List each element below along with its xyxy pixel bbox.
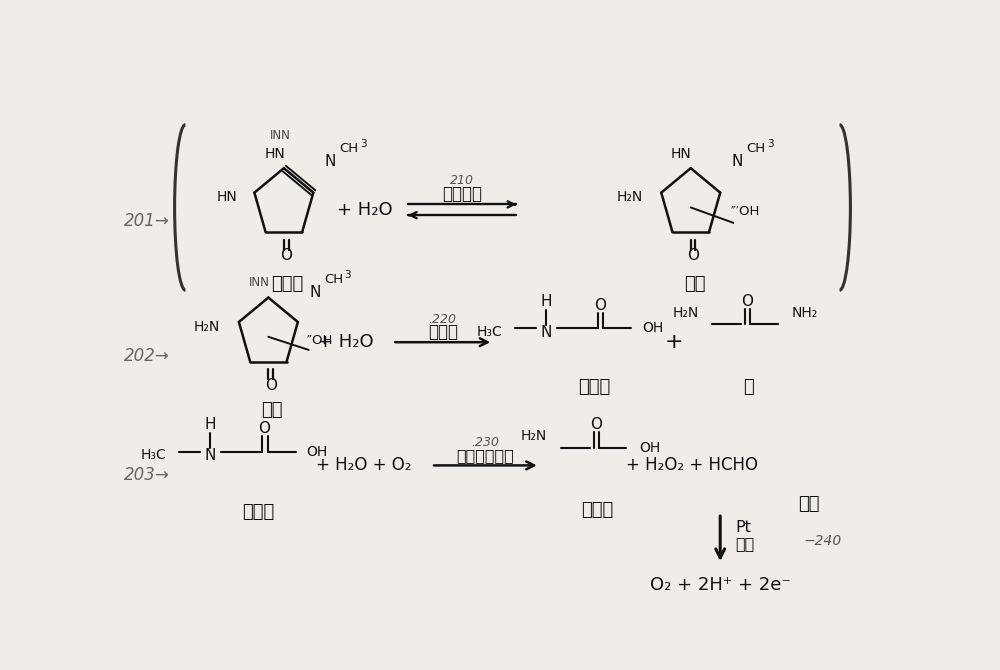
Text: 210: 210: [450, 174, 474, 187]
Text: OH: OH: [306, 444, 328, 458]
Text: O: O: [687, 249, 699, 263]
Text: N: N: [540, 325, 552, 340]
Text: + H₂O + O₂: + H₂O + O₂: [316, 456, 411, 474]
Text: ′′′OH: ′′′OH: [731, 205, 760, 218]
Text: 甲醉: 甲醉: [798, 495, 819, 513]
Text: .230: .230: [471, 436, 499, 449]
Text: 201→: 201→: [124, 212, 170, 230]
Text: OH: OH: [642, 322, 663, 336]
Text: CH: CH: [324, 273, 343, 286]
Text: −240: −240: [803, 534, 841, 548]
Text: O: O: [590, 417, 602, 432]
Text: H₂N: H₂N: [616, 190, 643, 204]
Text: H₂N: H₂N: [194, 320, 220, 334]
Text: H₂N: H₂N: [672, 306, 698, 320]
Text: O₂ + 2H⁺ + 2e⁻: O₂ + 2H⁺ + 2e⁻: [650, 576, 791, 594]
Text: H: H: [205, 417, 216, 432]
Text: 阳极: 阳极: [736, 537, 755, 551]
Text: N: N: [205, 448, 216, 463]
Text: 肌氨酸: 肌氨酸: [578, 378, 610, 396]
Text: 肌氨酸: 肌氨酸: [242, 502, 274, 521]
Text: .220: .220: [429, 313, 457, 326]
Text: OH: OH: [639, 441, 660, 455]
Text: 脲: 脲: [744, 378, 754, 396]
Text: Pt: Pt: [736, 519, 752, 535]
Text: HN: HN: [671, 147, 692, 161]
Text: CH: CH: [747, 141, 766, 155]
Text: H: H: [540, 294, 552, 309]
Text: O: O: [258, 421, 270, 436]
Text: + H₂O: + H₂O: [318, 333, 374, 351]
Text: 肌酸: 肌酸: [684, 275, 705, 293]
Text: 3: 3: [767, 139, 773, 149]
Text: 翣氨酸: 翣氨酸: [582, 501, 614, 519]
Text: N: N: [325, 153, 336, 169]
Text: + H₂O₂ + HCHO: + H₂O₂ + HCHO: [626, 456, 758, 474]
Text: INN: INN: [249, 277, 270, 289]
Text: 肌氨酸氧化酶: 肌氨酸氧化酶: [456, 448, 514, 463]
Text: 肌酸酸: 肌酸酸: [272, 275, 304, 293]
Text: ′′OH: ′′OH: [307, 334, 334, 347]
Text: O: O: [741, 294, 753, 309]
Text: HN: HN: [217, 190, 237, 204]
Text: NH₂: NH₂: [792, 306, 818, 320]
Text: 肌酸酸酶: 肌酸酸酶: [442, 186, 482, 204]
Text: INN: INN: [270, 129, 290, 142]
Text: O: O: [265, 378, 277, 393]
Text: 3: 3: [360, 139, 366, 149]
Text: +: +: [664, 332, 683, 352]
Text: O: O: [594, 297, 606, 313]
Text: H₃C: H₃C: [477, 325, 502, 339]
Text: 肌酸酶: 肌酸酶: [428, 323, 458, 341]
Text: HN: HN: [264, 147, 285, 161]
Text: CH: CH: [340, 141, 359, 155]
Text: 203→: 203→: [124, 466, 170, 484]
Text: 3: 3: [344, 270, 351, 280]
Text: H₂N: H₂N: [521, 429, 547, 443]
Text: O: O: [280, 249, 292, 263]
Text: N: N: [309, 285, 321, 300]
Text: N: N: [732, 153, 743, 169]
Text: 肌酸: 肌酸: [262, 401, 283, 419]
Text: H₃C: H₃C: [141, 448, 167, 462]
Text: 202→: 202→: [124, 347, 170, 365]
Text: + H₂O: + H₂O: [337, 201, 393, 219]
